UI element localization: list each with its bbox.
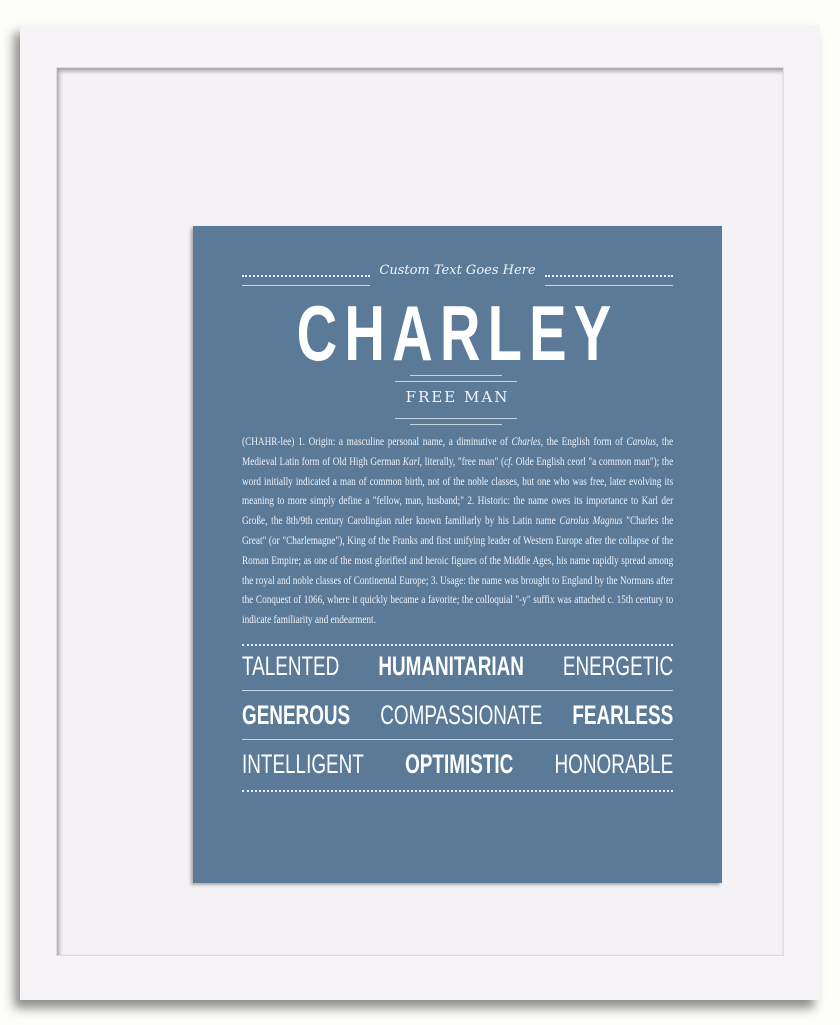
print-header: Custom Text Goes Here CHARLEY FREE MAN (193, 226, 722, 432)
rule (410, 424, 502, 425)
dotted-rule-left (242, 275, 370, 286)
trait-word: COMPASSIONATE (380, 699, 543, 730)
trait-word: TALENTED (242, 650, 340, 681)
rule (242, 738, 673, 740)
trait-word: ENERGETIC (562, 650, 674, 681)
traits-row: TALENTED HUMANITARIAN ENERGETIC (242, 646, 673, 686)
definition-segment: Karl (402, 453, 420, 468)
definition-segment: Carolus (626, 434, 656, 448)
traits-row: INTELLIGENT OPTIMISTIC HONORABLE (242, 744, 673, 784)
dotted-rule (242, 789, 673, 792)
trait-word: GENEROUS (242, 699, 351, 730)
trait-word: FEARLESS (572, 699, 674, 730)
definition-segment: "Charles the Great" (or "Charlemagne"), … (242, 513, 674, 627)
rule (242, 689, 673, 691)
definition-segment: , the English form of (540, 434, 627, 448)
definition-segment: (CHAHR-lee) 1. Origin: a masculine perso… (242, 434, 512, 448)
definition-segment: , the Medieval Latin form of Old High Ge… (242, 434, 674, 468)
rule (395, 418, 517, 419)
definition-segment: Carolus Magnus (559, 513, 623, 528)
name-meaning: FREE MAN (405, 388, 510, 406)
rule (395, 381, 517, 382)
definition-segment: , literally, "free man" ( (419, 453, 505, 468)
dotted-rule (242, 643, 673, 646)
mat-board: Custom Text Goes Here CHARLEY FREE MAN (… (57, 68, 783, 955)
picture-frame: Custom Text Goes Here CHARLEY FREE MAN (… (20, 25, 820, 1000)
definition-segment: Charles (511, 434, 541, 448)
name-definition: (CHAHR-lee) 1. Origin: a masculine perso… (242, 432, 673, 630)
trait-word: HONORABLE (554, 748, 674, 779)
trait-word: HUMANITARIAN (378, 650, 524, 681)
rule (410, 375, 502, 376)
dotted-rule-right (545, 275, 673, 286)
name-title: CHARLEY (296, 289, 619, 377)
name-print: Custom Text Goes Here CHARLEY FREE MAN (… (193, 226, 722, 883)
traits-row: GENEROUS COMPASSIONATE FEARLESS (242, 695, 673, 735)
custom-text: Custom Text Goes Here (379, 263, 536, 278)
definition-segment: cf. (504, 453, 514, 468)
trait-word: INTELLIGENT (242, 748, 364, 779)
trait-word: OPTIMISTIC (405, 748, 514, 779)
definition-segment: Olde English ceorl "a common man"); the … (242, 453, 674, 528)
